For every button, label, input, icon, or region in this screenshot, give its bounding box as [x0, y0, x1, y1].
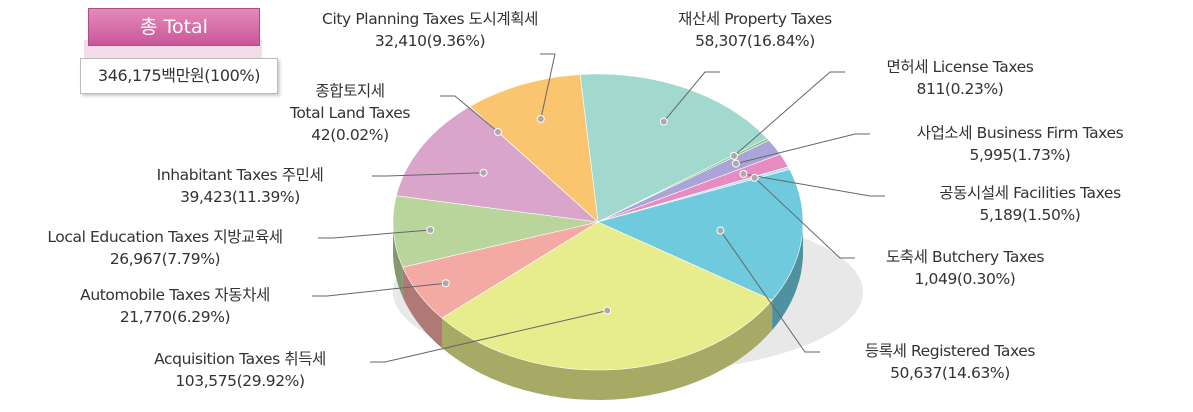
category-label: Inhabitant Taxes 주민세 [156, 166, 324, 184]
slice-label: Automobile Taxes 자동차세 21,770(6.29%) [40, 284, 310, 328]
slice-label: 도축세 Butchery Taxes 1,049(0.30%) [850, 246, 1080, 290]
leader-dot [731, 159, 740, 168]
slice-label: 종합토지세 Total Land Taxes 42(0.02%) [260, 80, 440, 146]
category-label: 재산세 Property Taxes [678, 10, 832, 28]
slice-side [393, 222, 403, 298]
slice-side [442, 300, 773, 400]
leader-dot [603, 306, 612, 315]
total-title: 총 Total [88, 8, 260, 46]
slice [579, 73, 768, 223]
leader-dot [536, 114, 545, 123]
value-label: 5,189(1.50%) [979, 206, 1081, 224]
slice-label: Acquisition Taxes 취득세 103,575(29.92%) [120, 348, 360, 392]
slice-side [402, 267, 442, 348]
category-label: Acquisition Taxes 취득세 [154, 350, 326, 368]
leader-line [312, 282, 446, 297]
slice-side [772, 222, 803, 331]
category-label: 등록세 Registered Taxes [864, 342, 1036, 360]
slice-label: 재산세 Property Taxes 58,307(16.84%) [660, 8, 850, 52]
slice-label: 면허세 License Taxes 811(0.23%) [845, 56, 1075, 100]
leader-dot [739, 169, 748, 178]
value-label: 1,049(0.30%) [914, 270, 1016, 288]
leader-dot [730, 151, 739, 160]
leader-line [540, 53, 556, 120]
leader-line [440, 95, 499, 133]
leader-line [735, 133, 870, 165]
slice [469, 74, 599, 223]
category-label: 면허세 License Taxes [886, 58, 1034, 76]
slice-label: 공동시설세 Facilities Taxes 5,189(1.50%) [880, 182, 1180, 226]
value-label: 50,637(14.63%) [890, 364, 1010, 382]
category-label: Automobile Taxes 자동차세 [80, 286, 270, 304]
leader-dot [493, 127, 502, 136]
value-label: 39,423(11.39%) [180, 188, 300, 206]
leader-dot [426, 225, 435, 234]
value-label: 5,995(1.73%) [969, 146, 1071, 164]
category-label: 사업소세 Business Firm Taxes [916, 124, 1124, 142]
leader-line [719, 230, 820, 353]
slice [392, 195, 599, 268]
slice-label: Inhabitant Taxes 주민세 39,423(11.39%) [110, 164, 370, 208]
value-label: 21,770(6.29%) [119, 308, 231, 326]
value-label: 26,967(7.79%) [109, 250, 221, 268]
leader-line [318, 229, 431, 239]
slice [441, 221, 773, 371]
category-label: City Planning Taxes 도시계획세 [322, 10, 538, 28]
leader-line [743, 173, 885, 197]
leader-dot [716, 226, 725, 235]
leader-line [754, 177, 855, 259]
leader-line [372, 172, 484, 177]
leader-line [733, 71, 845, 157]
slice [402, 221, 599, 319]
leader-dot [750, 173, 759, 182]
leader-dot [441, 279, 450, 288]
slice-label: Local Education Taxes 지방교육세 26,967(7.79%) [10, 226, 320, 270]
slice-label: 등록세 Registered Taxes 50,637(14.63%) [820, 340, 1080, 384]
slice [395, 106, 599, 223]
value-label: 103,575(29.92%) [175, 372, 305, 390]
value-label: 58,307(16.84%) [695, 32, 815, 50]
leader-line [370, 310, 608, 363]
category-label: 공동시설세 Facilities Taxes [939, 184, 1121, 202]
slice-label: 사업소세 Business Firm Taxes 5,995(1.73%) [860, 122, 1180, 166]
value-label: 32,410(9.36%) [374, 32, 486, 50]
category-label: 종합토지세 Total Land Taxes [289, 82, 411, 122]
slice [597, 169, 804, 301]
slice-label: City Planning Taxes 도시계획세 32,410(9.36%) [285, 8, 575, 52]
category-label: 도축세 Butchery Taxes [885, 248, 1045, 266]
value-label: 811(0.23%) [916, 80, 1004, 98]
leader-dot [659, 117, 668, 126]
value-label: 42(0.02%) [311, 126, 389, 144]
category-label: Local Education Taxes 지방교육세 [47, 228, 283, 246]
leader-dot [479, 168, 488, 177]
total-label: 346,175백만원(100%) [80, 58, 278, 94]
leader-line [663, 71, 720, 123]
